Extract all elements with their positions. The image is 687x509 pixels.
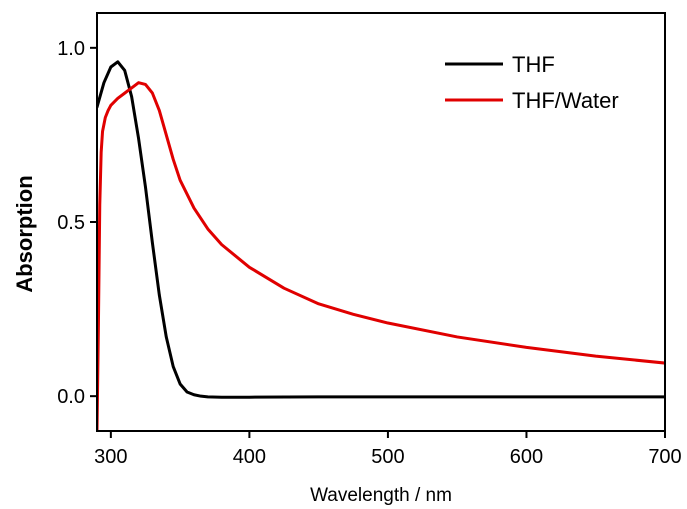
series-curves: [97, 60, 665, 431]
y-tick-label: 0.5: [57, 212, 85, 234]
x-tick-label: 700: [648, 446, 681, 468]
axis-tick-labels: 300 400 500 600 700 0.0 0.5 1.0: [57, 38, 682, 468]
y-tick-label: 0.0: [57, 386, 85, 408]
x-tick-label: 300: [94, 446, 127, 468]
legend: THF THF/Water: [445, 52, 619, 113]
x-tick-label: 400: [233, 446, 266, 468]
y-tick-label: 1.0: [57, 38, 85, 60]
plot-frame: [96, 12, 666, 432]
series-line-thf: [97, 60, 665, 399]
legend-label: THF/Water: [512, 88, 619, 113]
y-axis-title: Absorption: [12, 175, 37, 292]
axis-ticks: [90, 46, 666, 438]
x-axis-title: Wavelength / nm: [310, 485, 452, 506]
legend-label: THF: [512, 52, 555, 77]
series-line-thf-water: [97, 81, 665, 431]
x-tick-label: 500: [371, 446, 404, 468]
x-tick-label: 600: [510, 446, 543, 468]
